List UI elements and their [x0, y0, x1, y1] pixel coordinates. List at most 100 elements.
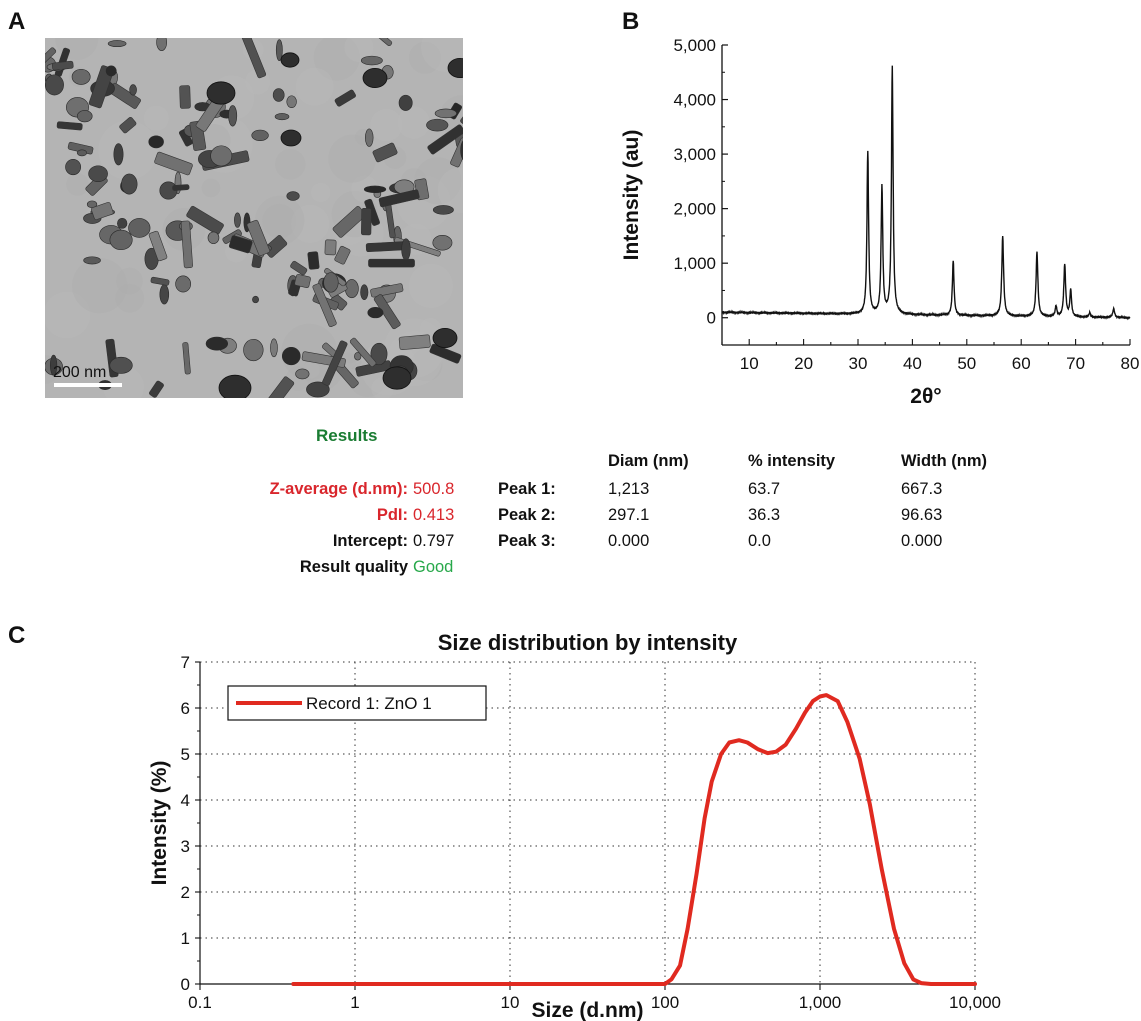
tem-background-grain: [313, 38, 360, 81]
tem-nanorod: [361, 208, 372, 236]
tem-nanoparticle: [207, 231, 220, 244]
tem-nanorod: [372, 142, 398, 163]
tem-nanoparticle: [354, 352, 362, 361]
dls-y-tick-label: 0: [181, 975, 190, 994]
dls-x-tick-label: 10,000: [949, 993, 1001, 1012]
tem-nanorod: [349, 337, 377, 367]
tem-nanorod: [374, 38, 393, 47]
xrd-y-tick-label: 3,000: [673, 145, 716, 164]
xrd-y-tick-label: 0: [707, 309, 716, 328]
tem-nanoparticle: [432, 235, 453, 251]
tem-nanoparticle: [286, 191, 300, 201]
dls-legend-label: Record 1: ZnO 1: [306, 694, 432, 713]
tem-nanorod: [454, 129, 463, 148]
tem-nanoparticle: [71, 68, 91, 85]
dls-x-tick-label: 1,000: [799, 993, 842, 1012]
scale-bar-label: 200 nm: [53, 364, 107, 381]
intercept-label: Intercept:: [332, 532, 408, 550]
z-average-label: Z-average (d.nm):: [269, 480, 408, 498]
tem-background-grain: [143, 105, 169, 131]
dls-y-tick-label: 6: [181, 699, 190, 718]
tem-nanorod: [228, 235, 253, 254]
tem-micrograph: 200 nm: [45, 38, 463, 398]
results-title: Results: [316, 426, 378, 445]
tem-nanorod: [368, 258, 415, 268]
tem-nanorod: [427, 124, 463, 155]
xrd-y-tick-label: 4,000: [673, 91, 716, 110]
tem-nanorod: [294, 274, 311, 289]
xrd-x-tick-label: 50: [957, 354, 976, 373]
tem-nanoparticle: [275, 39, 283, 62]
tem-background-grain: [66, 173, 89, 196]
tem-large-crystal: [432, 327, 458, 348]
tem-nanorod: [148, 230, 168, 262]
tem-nanorod: [179, 85, 191, 109]
tem-background-grain: [201, 178, 221, 198]
tem-nanorod: [149, 380, 164, 398]
intercept-value: 0.797: [413, 532, 455, 550]
tem-large-crystal: [218, 374, 252, 398]
tem-background-grain: [344, 38, 374, 62]
tem-background-grain: [115, 283, 145, 313]
tem-nanoparticle: [370, 342, 388, 366]
xrd-x-tick-label: 40: [903, 354, 922, 373]
tem-background-grain: [295, 67, 334, 106]
tem-nanoparticle: [364, 128, 374, 147]
dls-y-tick-label: 1: [181, 929, 190, 948]
peak-2-width: 96.63: [901, 506, 943, 524]
tem-nanoparticle: [128, 218, 151, 238]
tem-nanorod: [429, 343, 462, 364]
tem-nanoparticle: [295, 368, 310, 380]
tem-nanoparticle: [360, 55, 383, 66]
tem-background-grain: [370, 108, 403, 142]
peak-1-width: 667.3: [901, 480, 943, 498]
tem-nanoparticle: [121, 173, 138, 195]
dls-legend: Record 1: ZnO 1: [227, 685, 487, 721]
tem-nanoparticle: [159, 284, 170, 305]
header-intensity: % intensity: [748, 452, 836, 470]
xrd-x-tick-label: 30: [849, 354, 868, 373]
header-width: Width (nm): [901, 452, 987, 470]
dls-x-axis-label: Size (d.nm): [531, 999, 643, 1021]
tem-nanoparticle: [234, 212, 241, 228]
tem-nanoparticle: [107, 40, 127, 48]
scale-bar: [54, 383, 122, 387]
tem-nanoparticle: [156, 38, 167, 52]
tem-large-crystal: [280, 52, 300, 68]
tem-background-grain: [437, 167, 463, 213]
peak-1-label: Peak 1:: [498, 480, 556, 498]
tem-large-crystal: [382, 366, 412, 390]
tem-background-grain: [45, 291, 91, 339]
tem-nanoparticle: [281, 346, 301, 366]
tem-background-grain: [328, 134, 377, 183]
tem-nanorod: [450, 137, 463, 168]
peak-2-intensity: 36.3: [748, 506, 781, 524]
tem-nanoparticle: [205, 336, 229, 351]
dls-y-tick-label: 2: [181, 883, 190, 902]
tem-nanorod: [241, 38, 267, 79]
tem-nanoparticle: [76, 149, 88, 157]
panel-label-c: C: [8, 622, 26, 649]
tem-nanorod: [378, 189, 420, 208]
peak-2-diam: 297.1: [608, 506, 650, 524]
tem-nanorod: [182, 342, 191, 375]
tem-nanoparticle: [175, 275, 192, 293]
tem-nanorod: [373, 294, 401, 330]
pdi-label: PdI:: [376, 506, 408, 524]
tem-nanoparticle: [76, 110, 93, 123]
tem-nanorod: [56, 121, 83, 131]
tem-nanoparticle: [251, 129, 269, 142]
tem-nanorod: [398, 334, 431, 351]
tem-background-grain: [410, 348, 443, 382]
tem-nanorod: [312, 283, 337, 328]
dls-x-tick-label: 100: [651, 993, 679, 1012]
xrd-chart: 0 1,000 2,000 3,000 4,000 5,000 10 20 30 40 50 60 70…: [620, 36, 1139, 408]
tem-nanorod: [334, 245, 351, 265]
tem-nanoparticle: [228, 105, 238, 127]
tem-nanoparticle: [49, 354, 58, 376]
tem-nanoparticle: [105, 65, 117, 77]
tem-nanorod: [290, 260, 308, 276]
tem-background-grain: [275, 148, 306, 180]
tem-background-grain: [408, 263, 454, 309]
tem-nanorod: [246, 219, 270, 256]
